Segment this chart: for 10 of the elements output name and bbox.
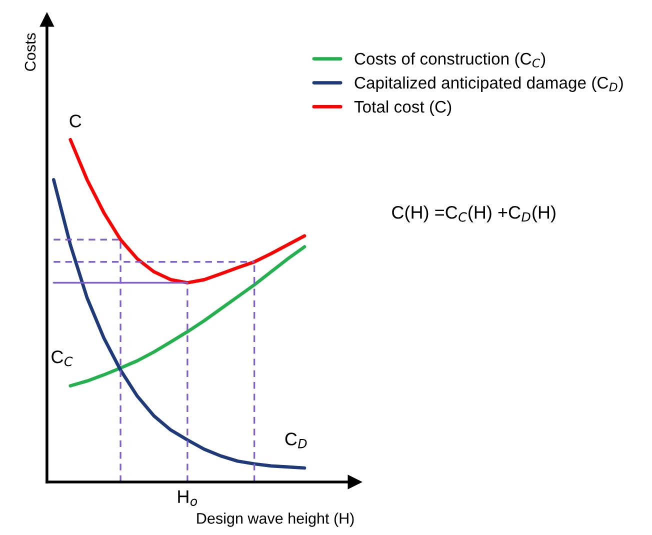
legend-label: Costs of construction (C$_{C}$) <box>354 52 546 68</box>
annotation: C$_{C}$ <box>52 350 73 366</box>
text: Costs <box>24 33 36 71</box>
x-axis-title: Design wave height (H) <box>197 512 354 527</box>
text: C(H) =C$_{C}$(H) +C$_{D}$(H) <box>392 206 556 222</box>
legend-label: Capitalized anticipated damage (C$_{D}$) <box>354 76 623 92</box>
legend-label: Total cost (C) <box>354 100 452 116</box>
annotation: C$_{D}$ <box>285 432 307 448</box>
text: H$_{o}$ <box>178 490 198 506</box>
text: C <box>70 114 82 128</box>
